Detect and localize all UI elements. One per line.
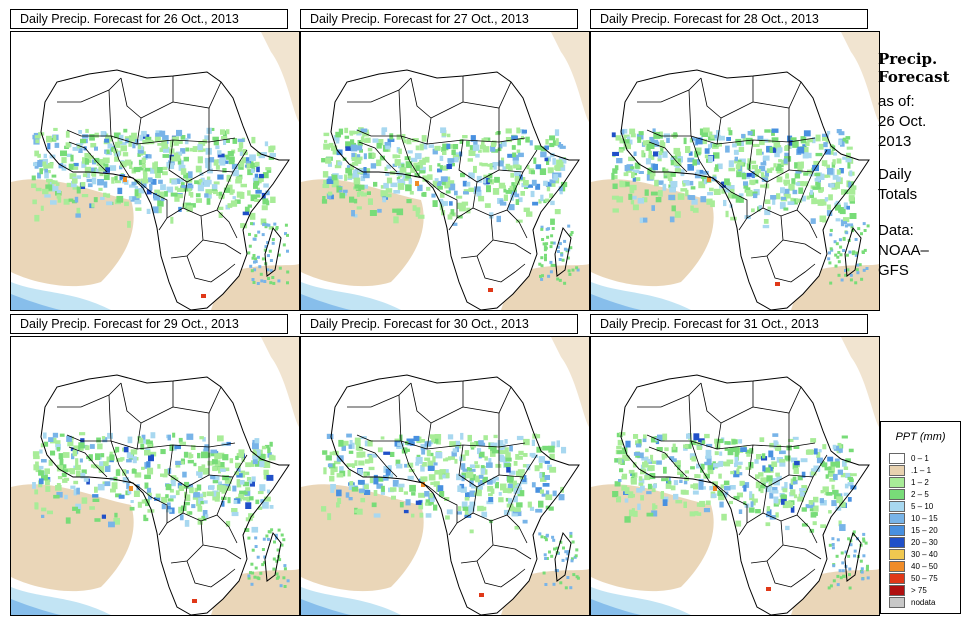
legend-label: 30 – 40 [911,550,938,559]
legend-label: 2 – 5 [911,490,929,499]
daily-totals-line: Totals [878,186,918,203]
legend-label: 50 – 75 [911,574,938,583]
legend-swatch [889,549,905,560]
legend-swatch [889,501,905,512]
legend-item: 5 – 10 [889,501,961,513]
legend-swatch [889,573,905,584]
legend-swatch [889,537,905,548]
panel-title: Daily Precip. Forecast for 29 Oct., 2013 [10,314,288,334]
legend-item: > 75 [889,585,961,597]
legend-swatch [889,453,905,464]
legend-item: 50 – 75 [889,573,961,585]
africa-map [590,31,880,311]
legend-item: 0 – 1 [889,453,961,465]
data-source-line: Data: [878,222,914,239]
legend-swatch [889,489,905,500]
panel-title: Daily Precip. Forecast for 31 Oct., 2013 [590,314,868,334]
legend-swatch [889,513,905,524]
forecast-panel-oct-28: Daily Precip. Forecast for 28 Oct., 2013 [590,9,880,311]
legend-label: 15 – 20 [911,526,938,535]
legend-item: 2 – 5 [889,489,961,501]
legend-label: > 75 [911,586,927,595]
legend-swatch [889,465,905,476]
legend-item: .1 – 1 [889,465,961,477]
forecast-panel-oct-29: Daily Precip. Forecast for 29 Oct., 2013 [10,314,300,616]
africa-map [10,31,300,311]
data-source-line: NOAA– [878,242,929,259]
asof-line: as of: [878,93,915,110]
precip-legend: PPT (mm) 0 – 1 .1 – 1 1 – 2 2 – 5 5 – 10 10 –… [880,421,961,614]
legend-item: 20 – 30 [889,537,961,549]
legend-swatch [889,525,905,536]
legend-item: 1 – 2 [889,477,961,489]
legend-swatch [889,585,905,596]
legend-item: 40 – 50 [889,561,961,573]
legend-label: 1 – 2 [911,478,929,487]
legend-label: 20 – 30 [911,538,938,547]
forecast-panel-oct-26: Daily Precip. Forecast for 26 Oct., 2013 [10,9,300,311]
forecast-panel-oct-31: Daily Precip. Forecast for 31 Oct., 2013 [590,314,880,616]
africa-map [300,336,590,616]
legend-label: 0 – 1 [911,454,929,463]
asof-line: 2013 [878,133,912,150]
panel-title: Daily Precip. Forecast for 27 Oct., 2013 [300,9,578,29]
legend-label: nodata [911,598,936,607]
legend-title: PPT (mm) [895,431,946,443]
legend-swatch [889,561,905,572]
info-sidebar: Precip. Forecast as of: 26 Oct. 2013 Dai… [878,50,964,281]
legend-label: 5 – 10 [911,502,934,511]
africa-map [10,336,300,616]
legend-label: 10 – 15 [911,514,938,523]
africa-map [300,31,590,311]
panel-title: Daily Precip. Forecast for 28 Oct., 2013 [590,9,868,29]
panel-title: Daily Precip. Forecast for 26 Oct., 2013 [10,9,288,29]
asof-line: 26 Oct. [878,113,927,130]
legend-item: 10 – 15 [889,513,961,525]
legend-label: 40 – 50 [911,562,938,571]
legend-swatch [889,477,905,488]
daily-totals-line: Daily [878,166,912,183]
panel-title: Daily Precip. Forecast for 30 Oct., 2013 [300,314,578,334]
africa-map [590,336,880,616]
legend-item: 15 – 20 [889,525,961,537]
legend-item: 30 – 40 [889,549,961,561]
forecast-panel-oct-30: Daily Precip. Forecast for 30 Oct., 2013 [300,314,590,616]
data-source-line: GFS [878,262,909,279]
heading-line: Forecast [878,68,950,86]
heading-line: Precip. [878,50,938,68]
legend-label: .1 – 1 [911,466,932,475]
legend-item: nodata [889,597,961,609]
forecast-panel-oct-27: Daily Precip. Forecast for 27 Oct., 2013 [300,9,590,311]
legend-swatch [889,597,905,608]
